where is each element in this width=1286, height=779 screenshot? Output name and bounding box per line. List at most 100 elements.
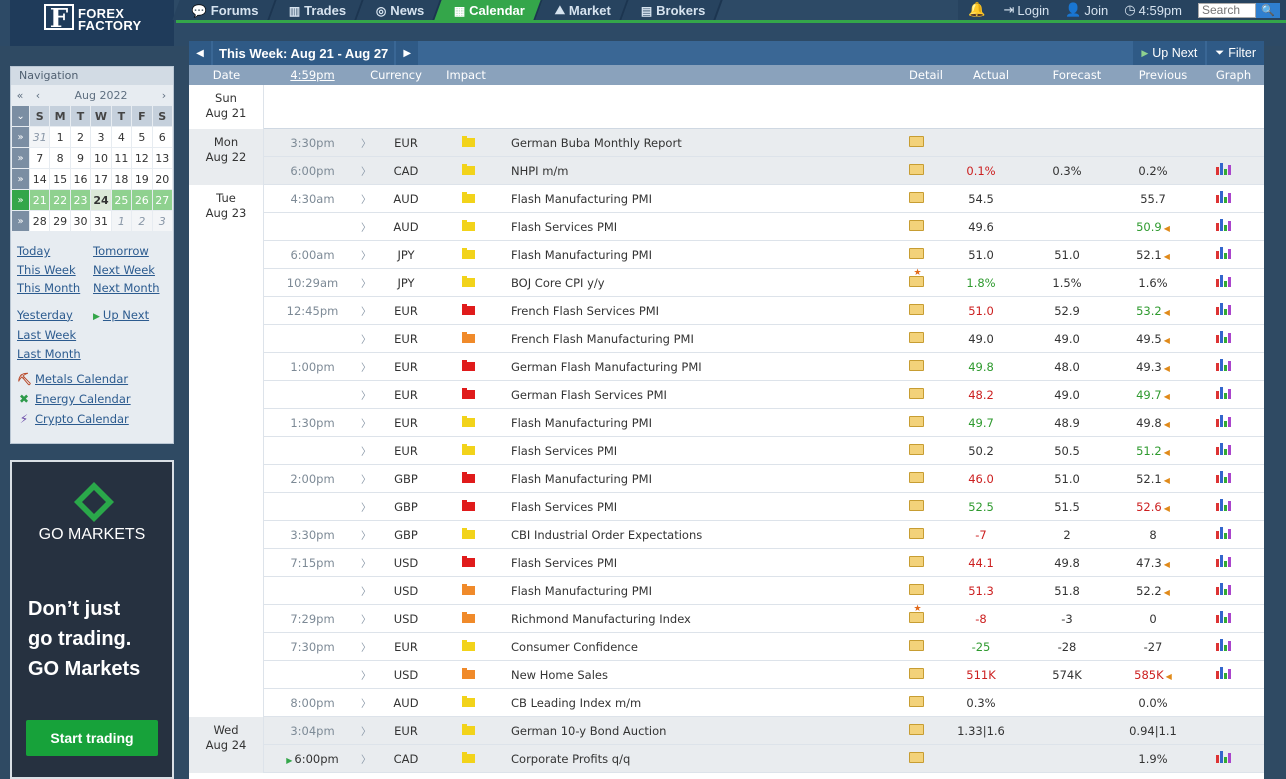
alert-icon[interactable]: 〉 xyxy=(361,643,371,654)
detail-folder-icon[interactable] xyxy=(908,247,924,259)
start-trading-button[interactable]: Start trading xyxy=(26,720,158,756)
alert-icon[interactable]: 〉 xyxy=(361,139,371,150)
detail-folder-icon[interactable] xyxy=(908,331,924,343)
event-row[interactable]: 〉 USD New Home Sales 511K 574K 585K ◀ xyxy=(189,661,1264,689)
alert-icon[interactable]: 〉 xyxy=(361,335,371,346)
impact-icon[interactable] xyxy=(462,387,475,399)
calendar-day[interactable]: 25 xyxy=(111,190,132,210)
impact-icon[interactable] xyxy=(462,415,475,427)
detail-folder-icon[interactable] xyxy=(908,359,924,371)
impact-icon[interactable] xyxy=(462,471,475,483)
impact-icon[interactable] xyxy=(462,247,475,259)
graph-icon[interactable] xyxy=(1216,611,1231,623)
link-last-week[interactable]: Last Week xyxy=(17,328,77,342)
alert-icon[interactable]: 〉 xyxy=(361,419,371,430)
event-row[interactable]: 8:00pm 〉 AUD CB Leading Index m/m 0.3% 0.0% xyxy=(189,689,1264,717)
calendar-day[interactable]: 12 xyxy=(132,148,152,168)
link-this-week[interactable]: This Week xyxy=(17,262,76,277)
calendar-day[interactable]: 31 xyxy=(30,127,50,147)
calendar-day[interactable]: 3 xyxy=(152,211,172,231)
login-link[interactable]: ⇥ Login xyxy=(1004,2,1050,18)
detail-folder-icon[interactable] xyxy=(908,387,924,399)
impact-icon[interactable] xyxy=(462,163,475,175)
advertisement[interactable]: GO MARKETS Don’t just go trading. GO Mark… xyxy=(10,460,174,779)
detail-folder-icon[interactable] xyxy=(908,163,924,175)
impact-icon[interactable] xyxy=(462,639,475,651)
collapse-icon[interactable]: ⌄ xyxy=(12,106,30,126)
calendar-day[interactable]: 2 xyxy=(70,127,91,147)
impact-icon[interactable] xyxy=(462,275,475,287)
week-select-icon[interactable]: » xyxy=(12,127,30,147)
alert-icon[interactable]: 〉 xyxy=(361,503,371,514)
alert-icon[interactable]: 〉 xyxy=(361,223,371,234)
clock-display[interactable]: ◷ 4:59pm xyxy=(1124,2,1182,18)
detail-folder-icon[interactable] xyxy=(908,583,924,595)
search-icon[interactable]: 🔍 xyxy=(1256,2,1280,18)
calendar-day[interactable]: 31 xyxy=(91,211,111,231)
calendar-day[interactable]: 29 xyxy=(50,211,70,231)
prev-year-icon[interactable]: « xyxy=(16,88,24,102)
detail-folder-icon[interactable] xyxy=(908,667,924,679)
alert-icon[interactable]: 〉 xyxy=(361,251,371,262)
calendar-day[interactable]: 2 xyxy=(132,211,152,231)
calendar-day[interactable]: 18 xyxy=(111,169,132,189)
calendar-day[interactable]: 3 xyxy=(91,127,111,147)
graph-icon[interactable] xyxy=(1216,331,1231,343)
detail-folder-icon[interactable] xyxy=(908,695,924,707)
graph-icon[interactable] xyxy=(1216,163,1231,175)
graph-icon[interactable] xyxy=(1216,359,1231,371)
detail-folder-icon[interactable] xyxy=(908,604,924,623)
graph-icon[interactable] xyxy=(1216,527,1231,539)
event-row[interactable]: 6:00pm 〉 CAD NHPI m/m 0.1% 0.3% 0.2% xyxy=(189,157,1264,185)
header-time[interactable]: 4:59pm xyxy=(290,68,335,82)
calendar-day[interactable]: 1 xyxy=(50,127,70,147)
event-row[interactable]: 3:30pm 〉 GBP CBI Industrial Order Expectati… xyxy=(189,521,1264,549)
calendar-day[interactable]: 10 xyxy=(91,148,111,168)
calendar-day[interactable]: 14 xyxy=(30,169,50,189)
impact-icon[interactable] xyxy=(462,359,475,371)
join-link[interactable]: 👤 Join xyxy=(1065,2,1108,18)
calendar-day[interactable]: 24 xyxy=(91,190,111,210)
impact-icon[interactable] xyxy=(462,303,475,315)
calendar-day[interactable]: 15 xyxy=(50,169,70,189)
graph-icon[interactable] xyxy=(1216,667,1231,679)
calendar-day[interactable]: 22 xyxy=(50,190,70,210)
alert-icon[interactable]: 〉 xyxy=(361,167,371,178)
alert-icon[interactable]: 〉 xyxy=(361,279,371,290)
calendar-day[interactable]: 6 xyxy=(152,127,172,147)
impact-icon[interactable] xyxy=(462,499,475,511)
event-row[interactable]: 〉 EUR Flash Services PMI 50.2 50.5 51.2 ◀ xyxy=(189,437,1264,465)
link-next-month[interactable]: Next Month xyxy=(93,281,160,295)
graph-icon[interactable] xyxy=(1216,303,1231,315)
calendar-day[interactable]: 28 xyxy=(30,211,50,231)
week-select-icon[interactable]: » xyxy=(12,148,30,168)
nav-tab-brokers[interactable]: ▤ Brokers xyxy=(621,0,724,20)
impact-icon[interactable] xyxy=(462,135,475,147)
metals-calendar-link[interactable]: ⛏ Metals Calendar xyxy=(17,369,167,389)
event-row[interactable]: 7:30pm 〉 EUR Consumer Confidence -25 -28 -27 xyxy=(189,633,1264,661)
detail-folder-icon[interactable] xyxy=(908,135,924,147)
alert-icon[interactable]: 〉 xyxy=(361,307,371,318)
alert-icon[interactable]: 〉 xyxy=(361,755,371,766)
detail-folder-icon[interactable] xyxy=(908,415,924,427)
impact-icon[interactable] xyxy=(462,443,475,455)
event-row[interactable]: 4:30am 〉 AUD Flash Manufacturing PMI 54.5 55.… xyxy=(189,185,1264,213)
event-row[interactable]: 1:00pm 〉 EUR German Flash Manufacturing PMI… xyxy=(189,353,1264,381)
graph-icon[interactable] xyxy=(1216,219,1231,231)
graph-icon[interactable] xyxy=(1216,387,1231,399)
detail-folder-icon[interactable] xyxy=(908,303,924,315)
event-row[interactable]: 10:29am 〉 JPY BOJ Core CPI y/y 1.8% 1.5% 1.6% xyxy=(189,268,1264,297)
graph-icon[interactable] xyxy=(1216,583,1231,595)
event-row[interactable]: 12:45pm 〉 EUR French Flash Services PMI 51.0… xyxy=(189,297,1264,325)
calendar-day[interactable]: 20 xyxy=(152,169,172,189)
alert-icon[interactable]: 〉 xyxy=(361,475,371,486)
calendar-day[interactable]: 4 xyxy=(111,127,132,147)
calendar-day[interactable]: 11 xyxy=(111,148,132,168)
alert-icon[interactable]: 〉 xyxy=(361,531,371,542)
calendar-day[interactable]: 8 xyxy=(50,148,70,168)
week-title[interactable]: This Week: Aug 21 - Aug 27 xyxy=(213,41,395,65)
brand-logo[interactable]: F FOREX FACTORY xyxy=(10,0,174,46)
event-row[interactable]: 〉 USD Flash Manufacturing PMI 51.3 51.8 52.2 ◀ xyxy=(189,577,1264,605)
week-select-icon[interactable]: » xyxy=(12,211,30,231)
calendar-day[interactable]: 23 xyxy=(70,190,91,210)
